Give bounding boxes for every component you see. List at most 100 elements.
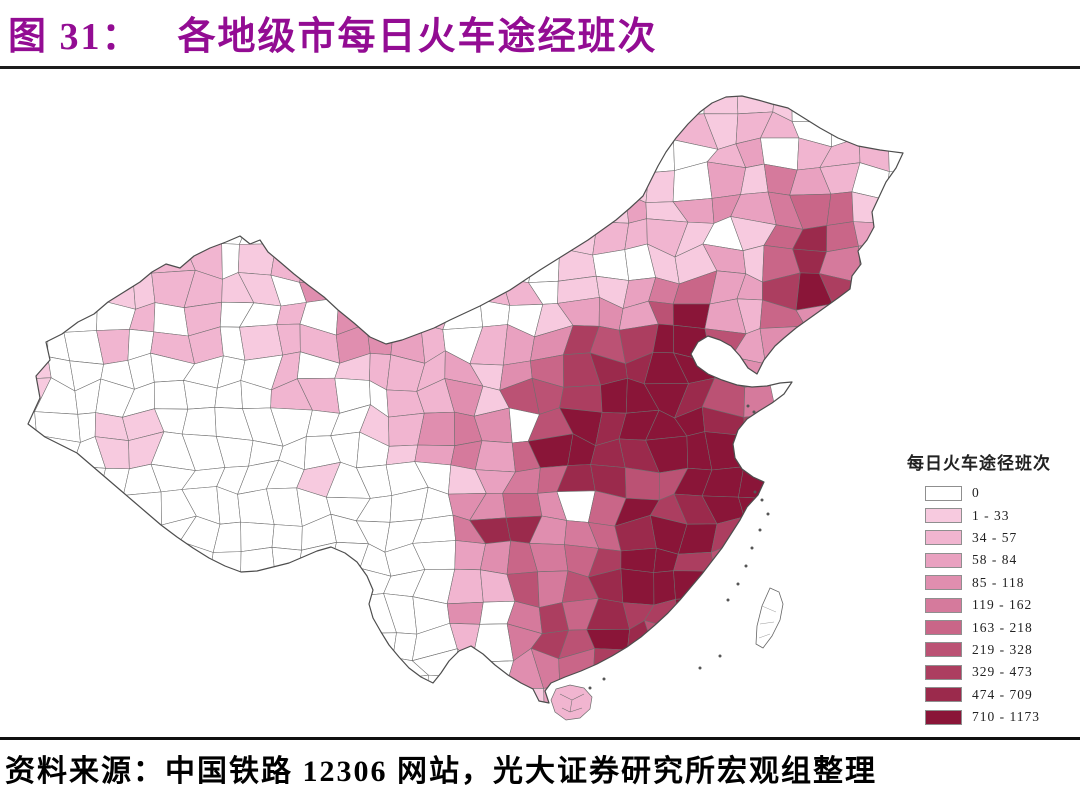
legend-row: 329 - 473 (903, 661, 1079, 683)
source-block: 资料来源：中国铁路 12306 网站，光大证券研究所宏观组整理 (0, 737, 1080, 790)
legend-rows: 0 1 - 33 34 - 57 58 - 84 85 - 118 119 - 162 16… (903, 482, 1079, 728)
figure-title: 图 31： 各地级市每日火车途经班次 (0, 0, 1080, 60)
taiwan-island (755, 587, 784, 649)
legend-swatch (925, 620, 962, 636)
legend-swatch (925, 664, 962, 680)
prefecture-cell (271, 546, 302, 582)
prefecture-cell (759, 325, 806, 365)
legend-swatch (925, 530, 962, 546)
prefecture-cell (446, 601, 484, 625)
prefecture-cell (858, 242, 892, 284)
prefecture-cell (240, 521, 275, 552)
prefecture-cell (852, 221, 883, 247)
legend-row: 474 - 709 (903, 684, 1079, 706)
legend-swatch (925, 552, 962, 568)
legend-label: 474 - 709 (972, 686, 1033, 702)
coastal-islet-dot (698, 666, 702, 670)
prefecture-cell (673, 570, 716, 600)
legend-row: 219 - 328 (903, 639, 1079, 661)
legend-swatch (925, 597, 962, 613)
legend-swatch (925, 687, 962, 703)
hainan-internal-borders (559, 693, 585, 713)
prefecture-cell (621, 172, 650, 204)
prefecture-cell (672, 96, 705, 116)
legend-swatch (925, 575, 962, 591)
prefecture-cell (592, 648, 628, 688)
prefecture-cell (738, 496, 771, 526)
legend-label: 85 - 118 (972, 574, 1025, 590)
prefecture-cell (239, 324, 284, 361)
prefecture-cell (653, 570, 676, 606)
prefecture-cell (743, 382, 777, 418)
coastal-islet-dot (736, 582, 740, 586)
coastal-islet-dot (746, 404, 750, 408)
legend-label: 119 - 162 (972, 597, 1033, 613)
prefecture-cell (826, 191, 854, 226)
legend-label: 219 - 328 (972, 641, 1033, 657)
legend-row: 710 - 1173 (903, 706, 1079, 728)
prefecture-cell (675, 596, 716, 635)
legend-label: 58 - 84 (972, 552, 1018, 568)
coastal-islet-dot (766, 512, 770, 516)
legend-swatch (925, 485, 962, 501)
prefecture-cell (504, 688, 545, 703)
prefecture-cell (474, 440, 516, 473)
prefecture-cell (888, 146, 903, 173)
figure-header: 图 31： 各地级市每日火车途经班次 (0, 0, 1080, 69)
prefecture-cell (456, 648, 473, 680)
prefecture-cell (643, 620, 681, 660)
prefecture-cell (271, 524, 303, 551)
legend-label: 163 - 218 (972, 619, 1033, 635)
legend-swatch (925, 508, 962, 524)
taiwan-internal-borders (758, 605, 777, 639)
legend-label: 1 - 33 (972, 507, 1010, 523)
coastal-islet-dot (750, 546, 754, 550)
coastal-islet-dot (602, 677, 606, 681)
legend-row: 163 - 218 (903, 616, 1079, 638)
figure-number-label: 图 31： (8, 16, 142, 58)
legend-label: 329 - 473 (972, 664, 1033, 680)
prefecture-cell (384, 674, 429, 703)
prefecture-cell (592, 249, 630, 281)
legend-swatch (925, 642, 962, 658)
prefecture-cell (672, 303, 711, 329)
prefecture-cell (69, 465, 106, 495)
prefecture-cell (645, 170, 675, 203)
prefecture-cell (299, 250, 340, 284)
prefecture-cell (237, 243, 277, 276)
china-choropleth-map-area: 每日火车途径班次 0 1 - 33 34 - 57 58 - 84 85 - 118 11… (0, 85, 1080, 735)
legend-swatch (925, 709, 962, 725)
prefecture-cell (34, 411, 81, 443)
prefecture-cell (153, 302, 189, 337)
prefecture-cell (427, 674, 458, 703)
prefecture-cell (791, 96, 832, 123)
prefecture-cell (528, 242, 560, 283)
prefecture-cells (28, 96, 903, 703)
legend-row: 34 - 57 (903, 527, 1079, 549)
legend-label: 0 (972, 485, 980, 501)
coastal-islet-dot (753, 490, 757, 494)
prefecture-cell (673, 551, 715, 572)
prefecture-cell (706, 161, 747, 199)
figure-title-text: 各地级市每日火车途经班次 (177, 16, 658, 58)
map-legend: 每日火车途径班次 0 1 - 33 34 - 57 58 - 84 85 - 118 11… (903, 449, 1079, 728)
prefecture-cell (559, 215, 598, 256)
coastal-islet-dot (726, 598, 730, 602)
legend-row: 119 - 162 (903, 594, 1079, 616)
prefecture-cell (730, 356, 771, 388)
coastal-islet-dot (752, 410, 756, 414)
legend-row: 58 - 84 (903, 549, 1079, 571)
prefecture-cell (620, 547, 657, 573)
china-national-boundary (27, 95, 904, 704)
china-choropleth-svg (27, 95, 904, 721)
prefecture-cell (366, 323, 395, 355)
source-text: 资料来源：中国铁路 12306 网站，光大证券研究所宏观组整理 (5, 755, 877, 788)
prefecture-cell (620, 568, 655, 606)
prefecture-cell (624, 467, 660, 501)
prefecture-cell (240, 546, 276, 574)
coastal-islet-dot (760, 498, 764, 502)
coastal-islet-dot (744, 564, 748, 568)
prefecture-cell (181, 407, 217, 437)
prefecture-cell (131, 247, 152, 278)
